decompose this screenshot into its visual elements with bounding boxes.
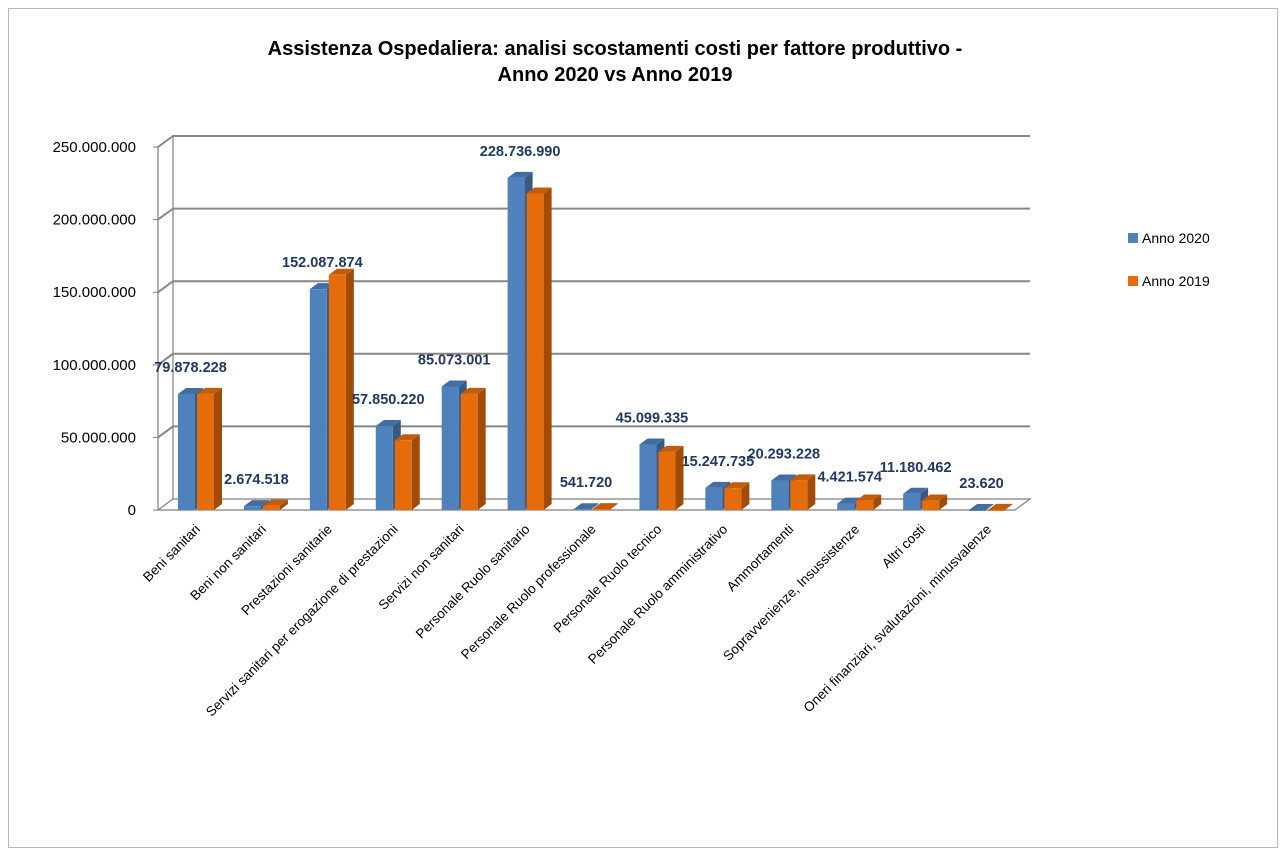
data-label: 79.878.228 <box>154 360 227 376</box>
data-label: 45.099.335 <box>616 411 689 427</box>
bar-2019-4 <box>460 387 486 510</box>
y-axis-ticks: 0 50.000.000 100.000.000 150.000.000 200.000… <box>53 139 158 519</box>
x-category-label: Personale Ruolo sanitario <box>413 522 533 642</box>
bar-2019-0 <box>197 387 222 510</box>
data-label: 57.850.220 <box>352 392 425 408</box>
bar-2019-8 <box>724 482 750 510</box>
y-tick-label: 150.000.000 <box>53 284 136 301</box>
data-label: 541.720 <box>560 475 612 491</box>
legend-swatch <box>1128 276 1138 286</box>
x-category-label: Personale Ruolo tecnico <box>550 522 664 636</box>
x-category-label: Personale Ruolo professionale <box>458 522 599 663</box>
data-labels: 79.878.228 2.674.518 152.087.874 57.850.220… <box>154 144 1004 492</box>
bar-2019-9 <box>790 474 816 510</box>
data-label: 152.087.874 <box>282 255 363 271</box>
bar-2019-6 <box>592 503 618 511</box>
data-label: 20.293.228 <box>748 447 821 463</box>
x-category-label: Ammortamenti <box>724 522 797 595</box>
x-category-label: Altri costi <box>879 522 928 571</box>
y-tick-label: 200.000.000 <box>53 212 136 229</box>
x-category-label: Sopravvenienze, Insussistenze <box>720 522 862 664</box>
x-category-label: Beni sanitari <box>140 522 203 585</box>
x-category-label: Personale Ruolo amministrativo <box>585 522 730 667</box>
legend-label: Anno 2019 <box>1142 273 1210 289</box>
bar-2019-10 <box>856 494 882 510</box>
chart-walls <box>156 136 1032 511</box>
legend-label: Anno 2020 <box>1142 230 1210 246</box>
gridline <box>157 425 1030 439</box>
bar-2019-5 <box>526 187 552 511</box>
data-label: 23.620 <box>959 476 1003 492</box>
legend: Anno 2020 Anno 2019 <box>1128 230 1210 289</box>
chart-title: Assistenza Ospedaliera: analisi scostame… <box>0 36 1230 88</box>
gridline <box>157 135 1030 148</box>
bar-2020-12 <box>969 503 995 511</box>
data-label: 11.180.462 <box>880 460 952 476</box>
bar-2019-1 <box>262 499 288 510</box>
bar-2019-7 <box>658 445 684 510</box>
y-tick-label: 100.000.000 <box>53 357 136 374</box>
data-label: 4.421.574 <box>817 470 882 486</box>
bar-2019-2 <box>328 268 354 510</box>
legend-swatch <box>1128 233 1138 243</box>
gridline <box>157 352 1030 366</box>
gridline <box>157 207 1030 221</box>
y-tick-label: 250.000.000 <box>53 139 136 156</box>
data-label: 2.674.518 <box>224 472 289 488</box>
chart-title-line-1: Assistenza Ospedaliera: analisi scostame… <box>267 38 963 60</box>
y-tick-label: 0 <box>128 502 136 519</box>
chart-title-line-2: Anno 2020 vs Anno 2019 <box>497 64 733 86</box>
bars <box>178 171 1014 511</box>
gridline <box>157 280 1030 294</box>
data-label: 85.073.001 <box>418 352 491 368</box>
bar-2019-12 <box>988 503 1014 511</box>
data-label: 228.736.990 <box>480 144 561 160</box>
y-tick-label: 50.000.000 <box>61 429 136 446</box>
bar-2019-11 <box>922 494 948 510</box>
bar-2019-3 <box>394 434 420 510</box>
bar-2020-6 <box>573 503 599 511</box>
data-label: 15.247.735 <box>682 454 755 470</box>
gridlines <box>157 135 1030 439</box>
